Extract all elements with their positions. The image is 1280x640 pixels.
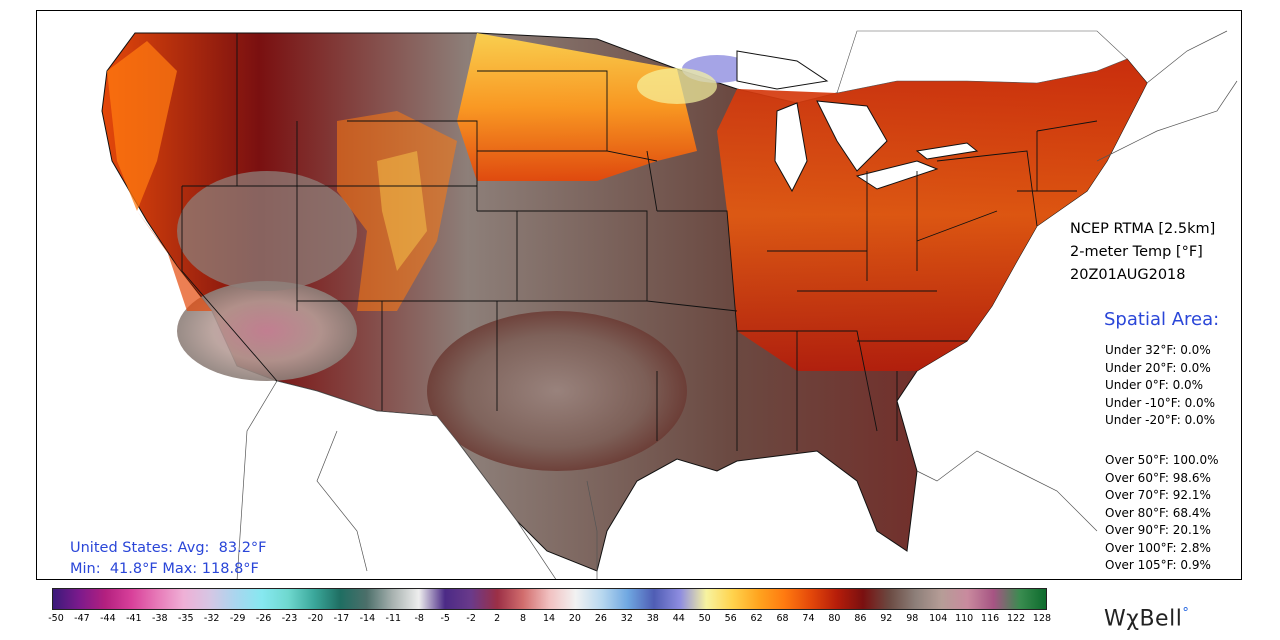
over-item: Over 60°F: 98.6% [1105, 470, 1211, 485]
colorbar-tick: -17 [333, 613, 350, 624]
temperature-colorbar [52, 588, 1047, 610]
us-stats: United States: Avg: 83.2°F Min: 41.8°F M… [70, 538, 267, 580]
colorbar-tick: -29 [229, 613, 246, 624]
over-item: Over 50°F: 100.0% [1105, 453, 1219, 467]
colorbar-tick: -8 [414, 613, 424, 624]
logo-text: WχBell [1104, 606, 1183, 632]
under-item: Under -10°F: 0.0% [1105, 395, 1216, 410]
canada-east [836, 30, 1128, 94]
over-item: Over 70°F: 92.1% [1105, 488, 1211, 502]
lake-ontario [915, 142, 979, 160]
logo-mark: ° [1182, 606, 1190, 621]
colorbar-tick: 8 [520, 613, 527, 624]
variable-name: 2-meter Temp [°F] [1070, 244, 1203, 260]
colorbar-tick: 56 [724, 613, 737, 624]
colorbar-tick: 38 [646, 613, 659, 624]
colorbar-tick: -26 [255, 613, 272, 624]
california-coast [137, 211, 212, 311]
lake-michigan [774, 102, 808, 193]
colorbar-tick: 116 [981, 613, 1000, 624]
colorbar-tick: 26 [594, 613, 607, 624]
over-threshold-list: Over 50°F: 100.0% Over 60°F: 98.6% Over … [1105, 452, 1219, 575]
temperature-map [101, 30, 1238, 579]
rockies-highlight [377, 151, 427, 271]
colorbar-tick: -38 [152, 613, 168, 624]
state-boundaries [181, 33, 1098, 451]
lake-superior [736, 50, 829, 90]
under-item: Under -20°F: 0.0% [1105, 413, 1216, 427]
over-item: Over 90°F: 20.1% [1105, 523, 1211, 537]
great-basin [177, 171, 357, 291]
colorbar-tick: 110 [955, 613, 974, 624]
lake-huron [816, 100, 888, 172]
colorbar-tick: 2 [494, 613, 501, 624]
min-max-text: Min: 41.8°F Max: 118.8°F [70, 561, 259, 577]
colorbar-tick: 80 [828, 613, 841, 624]
mexico [236, 380, 557, 579]
map-panel [36, 10, 1242, 580]
colorbar-tick: -11 [385, 613, 402, 624]
colorbar-tick: 86 [854, 613, 867, 624]
colorbar-tick: -50 [48, 613, 64, 624]
colorbar-tick: -20 [307, 613, 324, 624]
colorbar-tick: 104 [929, 613, 948, 624]
over-item: Over 105°F: 0.9% [1105, 558, 1211, 572]
colorbar-tick: 98 [906, 613, 919, 624]
colorbar-tick: -32 [203, 613, 220, 624]
under-item: Under 0°F: 0.0% [1105, 378, 1204, 392]
wxbell-logo: WχBell° [1104, 606, 1189, 631]
product-info: NCEP RTMA [2.5km] 2-meter Temp [°F] 20Z0… [1070, 218, 1215, 287]
colorbar-tick: -5 [440, 613, 450, 624]
southwest-desert [177, 281, 357, 381]
pacific-coast-warm [107, 41, 177, 211]
colorbar-tick: 62 [750, 613, 763, 624]
lake-erie [855, 160, 939, 190]
colorbar-tick: -14 [359, 613, 376, 624]
over-item: Over 100°F: 2.8% [1105, 540, 1211, 555]
model-name: NCEP RTMA [2.5km] [1070, 221, 1216, 237]
colorbar-tick: -47 [74, 613, 90, 624]
colorbar-tick: 20 [568, 613, 581, 624]
eastern-warm [717, 59, 1147, 371]
avg-temp-text: United States: Avg: 83.2°F [70, 540, 267, 556]
spatial-area-title: Spatial Area: [1104, 309, 1220, 330]
colorbar-tick-labels: -50 -47 -44 -41 -38 -35 -32 -29 -26 -23 -20 -17 -14-… [44, 613, 1054, 627]
colorbar-tick: 128 [1032, 613, 1052, 624]
over-item: Over 80°F: 68.4% [1105, 505, 1211, 520]
colorbar-tick: -41 [126, 613, 142, 624]
colorbar-tick: -44 [100, 613, 116, 624]
colorbar-tick: 92 [880, 613, 893, 624]
colorbar-tick: 32 [620, 613, 633, 624]
texas-region [427, 311, 687, 471]
colorbar-tick: 50 [698, 613, 711, 624]
rockies-warm [337, 111, 457, 311]
colorbar-tick: 68 [776, 613, 789, 624]
under-threshold-list: Under 32°F: 0.0% Under 20°F: 0.0% Under … [1105, 342, 1215, 430]
under-item: Under 20°F: 0.0% [1105, 360, 1211, 375]
coastlines [316, 30, 1238, 579]
colorbar-tick: 14 [542, 613, 556, 624]
colorbar-tick: -23 [281, 613, 298, 624]
under-item: Under 32°F: 0.0% [1105, 343, 1211, 357]
colorbar-tick: -2 [466, 613, 476, 624]
valid-time: 20Z01AUG2018 [1070, 267, 1186, 283]
colorbar-tick: 122 [1006, 613, 1026, 624]
cool-spot-halo [637, 68, 717, 104]
colorbar-tick: 44 [672, 613, 685, 624]
colorbar-tick: 74 [802, 613, 815, 624]
colorbar-tick: -35 [177, 613, 194, 624]
northern-plains-warm [457, 33, 697, 181]
